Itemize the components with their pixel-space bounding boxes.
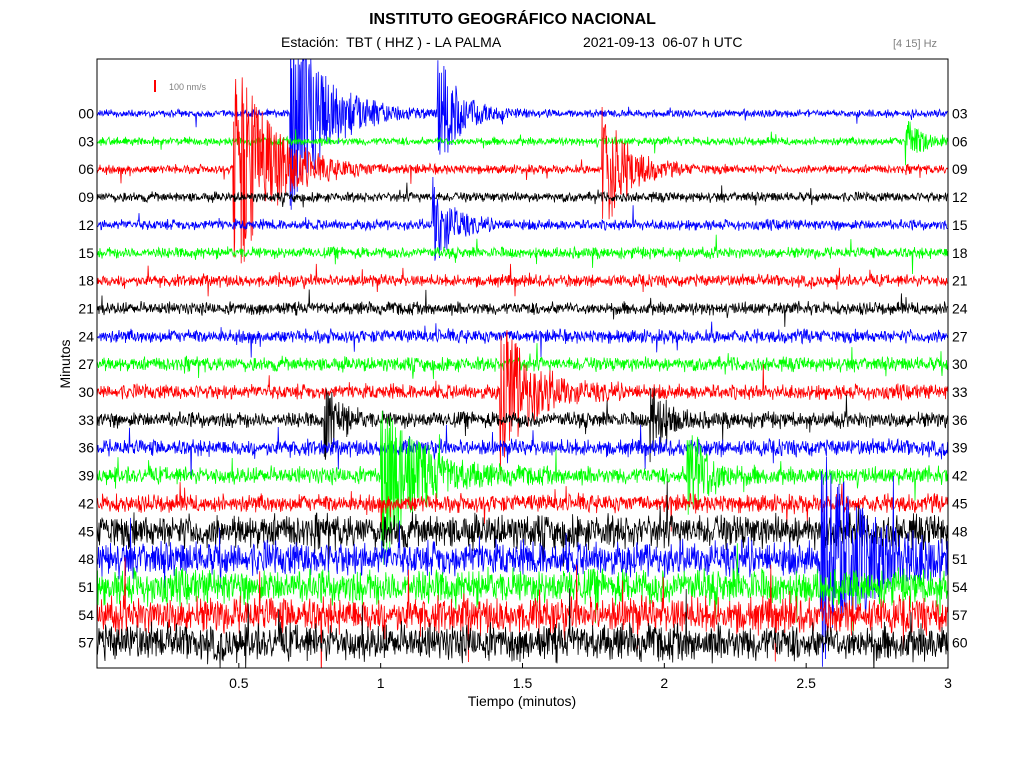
left-tick-label: 18 bbox=[78, 273, 94, 289]
trace-row-03 bbox=[97, 120, 948, 166]
left-tick-label: 24 bbox=[78, 328, 94, 344]
left-tick-label: 45 bbox=[78, 523, 94, 539]
trace-row-12 bbox=[97, 176, 948, 261]
trace-row-42 bbox=[97, 482, 948, 532]
trace-row-06 bbox=[97, 77, 948, 264]
scale-label: 100 nm/s bbox=[169, 82, 207, 92]
right-tick-label: 36 bbox=[952, 412, 968, 428]
trace-row-18 bbox=[97, 263, 948, 297]
right-tick-label: 54 bbox=[952, 579, 968, 595]
right-tick-label: 45 bbox=[952, 495, 968, 511]
left-tick-label: 51 bbox=[78, 579, 94, 595]
right-tick-label: 42 bbox=[952, 468, 968, 484]
right-tick-label: 27 bbox=[952, 328, 968, 344]
right-tick-label: 39 bbox=[952, 440, 968, 456]
chart-title: INSTITUTO GEOGRÁFICO NACIONAL bbox=[369, 11, 656, 28]
trace-row-33 bbox=[97, 387, 948, 463]
left-tick-label: 27 bbox=[78, 356, 94, 372]
left-tick-label: 48 bbox=[78, 551, 94, 567]
left-tick-label: 33 bbox=[78, 412, 94, 428]
filter-band-label: [4 15] Hz bbox=[893, 38, 938, 50]
right-tick-label: 57 bbox=[952, 607, 968, 623]
right-tick-label: 24 bbox=[952, 300, 968, 316]
left-tick-label: 15 bbox=[78, 245, 94, 261]
right-tick-label: 60 bbox=[952, 635, 968, 651]
x-tick-label: 2.5 bbox=[796, 675, 816, 691]
left-tick-label: 30 bbox=[78, 384, 94, 400]
right-tick-label: 48 bbox=[952, 523, 968, 539]
trace-row-51 bbox=[97, 543, 948, 635]
left-tick-label: 03 bbox=[78, 133, 94, 149]
right-tick-label: 12 bbox=[952, 189, 968, 205]
left-tick-label: 12 bbox=[78, 217, 94, 233]
trace-row-39 bbox=[97, 410, 948, 565]
trace-row-45 bbox=[97, 481, 948, 567]
trace-row-15 bbox=[97, 234, 948, 275]
x-axis-label: Tiempo (minutos) bbox=[468, 693, 576, 709]
left-tick-label: 57 bbox=[78, 635, 94, 651]
left-tick-label: 21 bbox=[78, 300, 94, 316]
trace-row-09 bbox=[97, 182, 948, 208]
trace-row-24 bbox=[97, 321, 948, 358]
y-axis-label: Minutos bbox=[57, 339, 73, 388]
x-tick-label: 2 bbox=[660, 675, 668, 691]
right-tick-label: 51 bbox=[952, 551, 968, 567]
right-tick-label: 15 bbox=[952, 217, 968, 233]
trace-row-48 bbox=[97, 456, 948, 667]
left-tick-label: 42 bbox=[78, 495, 94, 511]
x-tick-label: 3 bbox=[944, 675, 952, 691]
right-tick-label: 09 bbox=[952, 161, 968, 177]
right-tick-label: 30 bbox=[952, 356, 968, 372]
right-tick-label: 33 bbox=[952, 384, 968, 400]
left-tick-label: 06 bbox=[78, 161, 94, 177]
left-tick-label: 36 bbox=[78, 440, 94, 456]
right-tick-label: 06 bbox=[952, 133, 968, 149]
trace-row-27 bbox=[97, 343, 948, 380]
left-tick-label: 39 bbox=[78, 468, 94, 484]
trace-row-54 bbox=[97, 557, 948, 668]
right-tick-label: 18 bbox=[952, 245, 968, 261]
x-tick-label: 0.5 bbox=[229, 675, 249, 691]
trace-row-30 bbox=[97, 329, 948, 475]
left-tick-label: 00 bbox=[78, 106, 94, 122]
date-label: 2021-09-13 06-07 h UTC bbox=[583, 34, 743, 50]
x-tick-label: 1.5 bbox=[513, 675, 533, 691]
trace-row-21 bbox=[97, 289, 948, 327]
station-label: Estación: TBT ( HHZ ) - LA PALMA bbox=[281, 34, 502, 50]
left-tick-label: 54 bbox=[78, 607, 94, 623]
right-tick-label: 03 bbox=[952, 106, 968, 122]
seismic-traces bbox=[97, 59, 948, 668]
trace-row-57 bbox=[97, 588, 948, 668]
right-tick-label: 21 bbox=[952, 273, 968, 289]
trace-row-00 bbox=[97, 59, 948, 210]
x-tick-label: 1 bbox=[377, 675, 385, 691]
left-tick-label: 09 bbox=[78, 189, 94, 205]
trace-row-36 bbox=[97, 424, 948, 479]
axis-ticks: 0003060912151821242730333639424548515457… bbox=[78, 106, 967, 692]
